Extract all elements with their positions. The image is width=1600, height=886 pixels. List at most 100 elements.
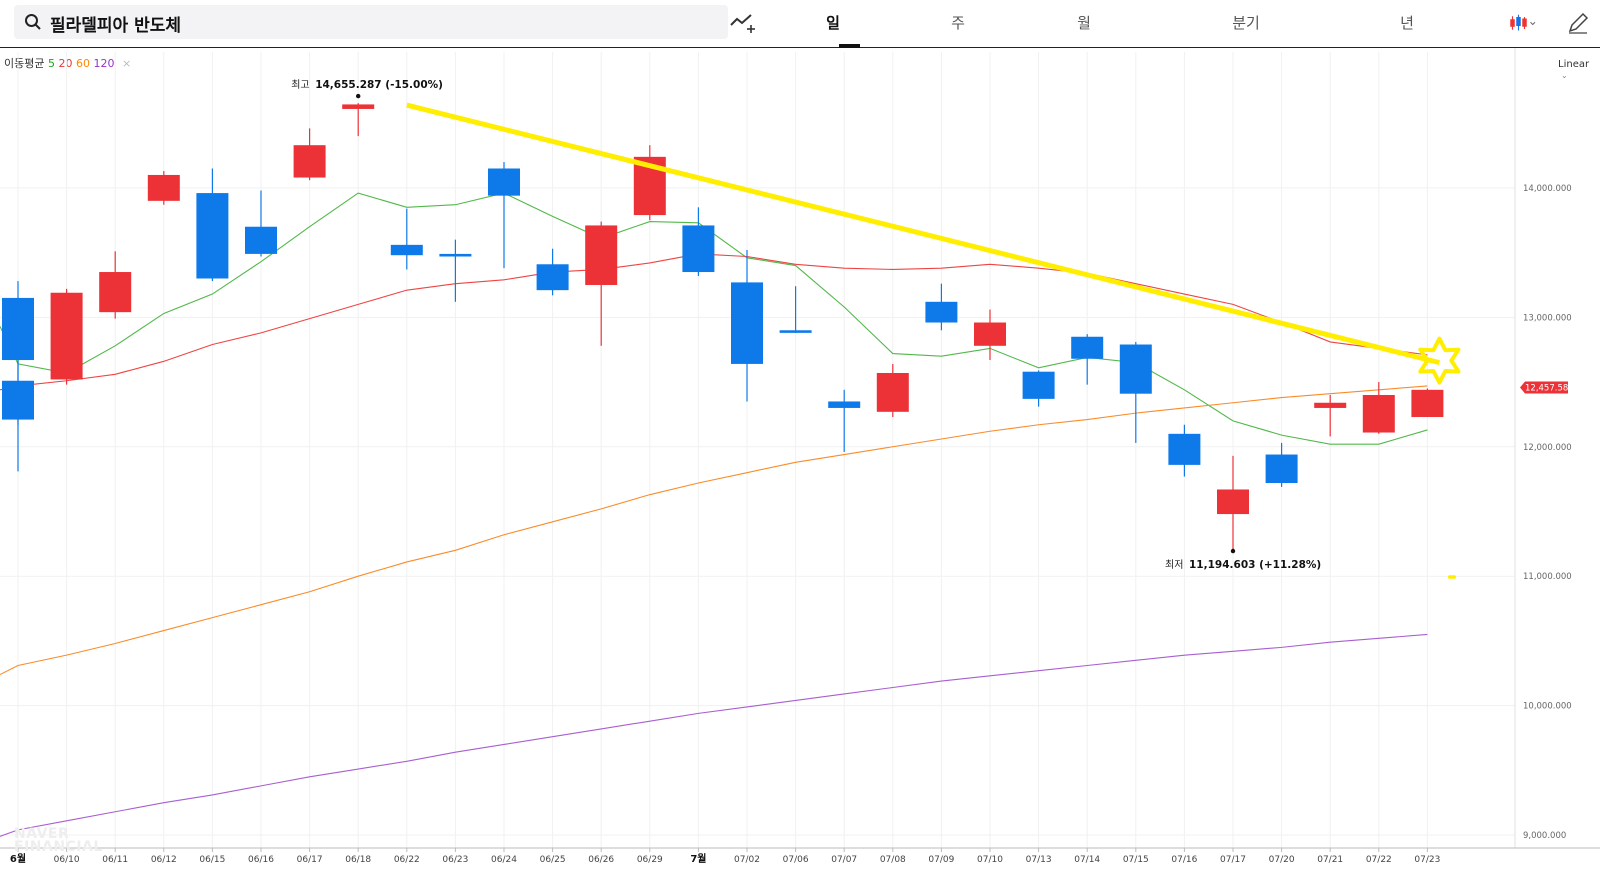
period-tabs: 일 주 월 분기 년 [760, 0, 1460, 48]
x-tick-label: 07/06 [783, 855, 809, 865]
y-tick-label: 9,000.000 [1523, 831, 1566, 841]
scale-selector[interactable]: Linear ⌄ [1558, 59, 1600, 81]
x-tick-label: 06/18 [345, 855, 371, 865]
x-tick-label: 06/25 [540, 855, 566, 865]
search-query: 필라델피아 반도체 [50, 16, 182, 36]
x-tick-label: 7월 [690, 853, 706, 865]
x-tick-label: 06/26 [588, 855, 614, 865]
candle-body-down[interactable] [925, 301, 958, 323]
candle-body-down[interactable] [488, 168, 520, 196]
x-tick-label: 06/24 [491, 855, 517, 865]
naver-financial-watermark: NAVER FINANCIAL [14, 826, 103, 855]
candle-body-down[interactable] [439, 253, 472, 257]
current-price-tag [1520, 381, 1568, 394]
candle-body-up[interactable] [1362, 394, 1395, 433]
x-tick-label: 6월 [10, 853, 26, 865]
moving-average-legend: 이동평균 5 20 60 120 × [4, 55, 131, 71]
candle-body-up[interactable] [585, 225, 618, 285]
candle-body-up[interactable] [342, 104, 375, 109]
x-tick-label: 06/15 [199, 855, 225, 865]
ma-period-20: 20 [58, 57, 73, 70]
star-drawing[interactable] [1418, 336, 1461, 385]
x-tick-label: 07/10 [977, 855, 1003, 865]
y-tick-label: 11,000.000 [1523, 572, 1572, 582]
tab-day[interactable]: 일 [826, 14, 840, 32]
search-icon [25, 14, 41, 30]
x-tick-label: 06/22 [394, 855, 420, 865]
candle-body-up[interactable] [1217, 489, 1249, 515]
x-tick-label: 07/20 [1269, 855, 1295, 865]
candle-body-down[interactable] [779, 330, 812, 333]
candle-body-down[interactable] [828, 401, 861, 408]
ma60-line [0, 385, 1428, 676]
top-bar: 필라델피아 반도체 일 주 월 분기 년 [0, 0, 1600, 48]
trendline-drawing[interactable] [406, 102, 1441, 366]
chevron-down-icon: ⌄ [1561, 71, 1568, 80]
tab-month[interactable]: 월 [1077, 14, 1091, 32]
x-tick-label: 06/23 [442, 855, 468, 865]
pencil-icon[interactable] [1565, 9, 1591, 37]
chart-indicator-add-icon[interactable] [727, 9, 757, 37]
ma-period-120: 120 [93, 57, 115, 70]
ma-period-5: 5 [47, 57, 55, 70]
candle-body-down[interactable] [245, 226, 277, 254]
x-tick-label: 06/17 [297, 855, 323, 865]
candle-body-down[interactable] [731, 282, 763, 364]
x-tick-label: 07/07 [831, 855, 857, 865]
low-marker-dot [1230, 548, 1236, 554]
y-tick-label: 13,000.000 [1523, 313, 1572, 323]
y-tick-label: 14,000.000 [1523, 184, 1572, 194]
low-value: 11,194.603 (+11.28%) [1189, 559, 1321, 571]
candle-body-down[interactable] [1265, 454, 1298, 484]
candle-body-down[interactable] [1071, 336, 1104, 359]
tab-week[interactable]: 주 [951, 14, 965, 32]
candle-body-down[interactable] [2, 380, 34, 420]
candle-body-down[interactable] [1168, 433, 1201, 465]
y-tick-label: 10,000.000 [1523, 702, 1572, 712]
low-label: 최저 [1165, 559, 1183, 571]
x-tick-label: 07/08 [880, 855, 906, 865]
x-tick-label: 07/15 [1123, 855, 1149, 865]
candle-body-down[interactable] [536, 264, 569, 291]
x-tick-label: 07/21 [1317, 855, 1343, 865]
candle-body-down[interactable] [1119, 344, 1152, 394]
ma-period-60: 60 [75, 57, 90, 70]
candle-body-up[interactable] [876, 372, 909, 412]
candle-body-up[interactable] [1411, 389, 1444, 417]
candle-body-down[interactable] [196, 193, 229, 279]
high-value: 14,655.287 (-15.00%) [315, 79, 443, 91]
x-tick-label: 07/14 [1074, 855, 1100, 865]
x-tick-label: 07/23 [1414, 855, 1440, 865]
candlestick-icon[interactable] [1508, 9, 1538, 37]
candle-body-down[interactable] [682, 225, 715, 273]
x-tick-label: 06/29 [637, 855, 663, 865]
ma-legend-label: 이동평균 [4, 57, 45, 70]
x-tick-label: 06/16 [248, 855, 274, 865]
close-icon[interactable]: × [121, 57, 132, 70]
y-tick-label: 12,000.000 [1523, 443, 1572, 453]
candle-body-down[interactable] [390, 244, 423, 256]
x-tick-label: 06/12 [151, 855, 177, 865]
tab-year[interactable]: 년 [1400, 14, 1414, 32]
candle-body-up[interactable] [293, 145, 326, 178]
candle-body-up[interactable] [99, 272, 132, 313]
candlestick-chart[interactable]: 9,000.000 10,000.000 11,000.000 12,000.000 1… [0, 48, 1600, 886]
x-tick-label: 07/09 [928, 855, 954, 865]
candle-body-up[interactable] [147, 174, 180, 201]
candle-body-down[interactable] [1022, 371, 1055, 399]
high-label: 최고 [291, 79, 309, 91]
watermark-line2: FINANCIAL [14, 839, 103, 855]
candle-body-up[interactable] [50, 292, 83, 380]
x-tick-label: 07/22 [1366, 855, 1392, 865]
x-tick-label: 07/17 [1220, 855, 1246, 865]
ma120-line [0, 633, 1428, 837]
candle-body-up[interactable] [974, 322, 1006, 346]
watermark-line1: NAVER [14, 826, 70, 842]
scale-label: Linear [1558, 59, 1590, 70]
x-tick-label: 06/10 [54, 855, 80, 865]
x-tick-label: 07/02 [734, 855, 760, 865]
search-box[interactable]: 필라델피아 반도체 [14, 5, 728, 39]
drawing-mark [1448, 575, 1456, 579]
tab-quarter[interactable]: 분기 [1232, 14, 1260, 32]
candle-body-up[interactable] [1314, 402, 1347, 408]
